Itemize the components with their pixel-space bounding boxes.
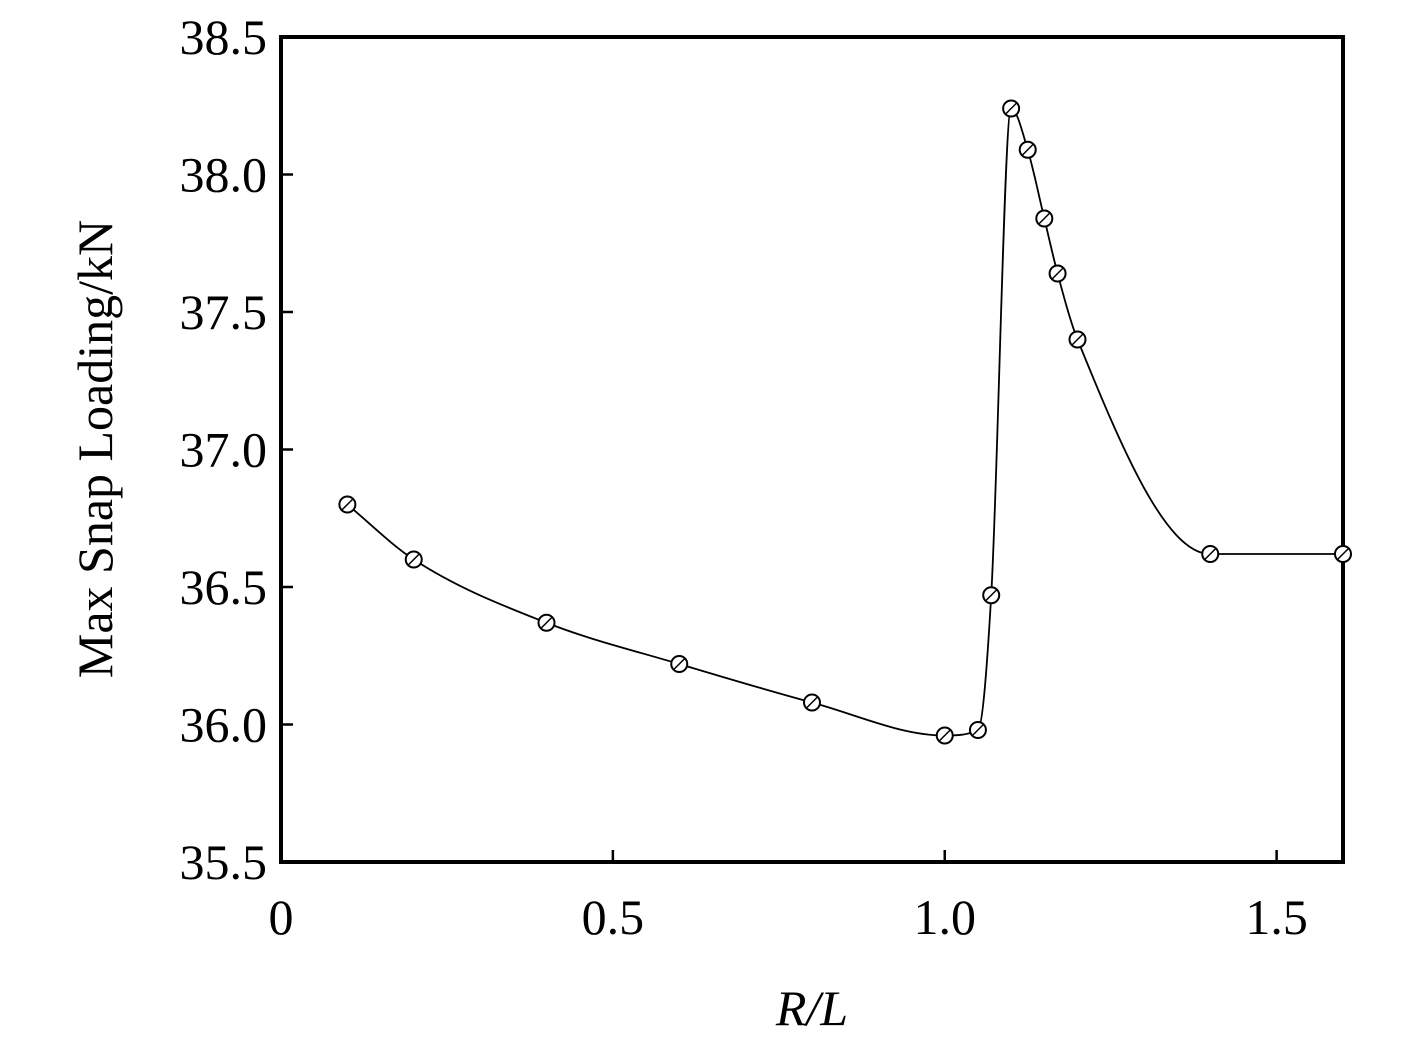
- data-point-slash: [805, 695, 819, 710]
- x-axis-label: R/L: [775, 980, 848, 1036]
- data-point-slash: [340, 497, 354, 512]
- data-point-slash: [1037, 211, 1051, 226]
- series-line: [346, 107, 1343, 737]
- y-tick-label: 36.0: [180, 697, 268, 753]
- data-point-slash: [539, 616, 554, 630]
- data-point-slash: [1004, 101, 1018, 116]
- x-tick-label: 1.0: [914, 889, 977, 945]
- y-tick-label: 35.5: [180, 834, 268, 890]
- x-tick-label: 0.5: [582, 889, 645, 945]
- data-point-slash: [672, 657, 686, 671]
- data-point-slash: [1336, 547, 1350, 561]
- data-point-slash: [1051, 266, 1065, 281]
- x-tick-label: 1.5: [1245, 889, 1308, 945]
- data-point-slash: [1070, 332, 1085, 347]
- series-layer: [338, 99, 1352, 745]
- y-tick-label: 36.5: [180, 559, 268, 615]
- data-point-slash: [971, 723, 985, 737]
- data-point-slash: [938, 728, 952, 743]
- data-point-slash: [1203, 547, 1217, 561]
- data-point-slash: [1021, 143, 1035, 157]
- y-tick-label: 37.0: [180, 422, 268, 478]
- y-axis-label: Max Snap Loading/kN: [67, 220, 123, 678]
- y-axis-ticks: 35.5 36.0 36.5 37.0 37.5 38.0 38.5: [180, 9, 293, 890]
- data-point-slash: [407, 552, 421, 567]
- x-tick-label: 0: [269, 889, 294, 945]
- data-point-slash: [984, 588, 998, 602]
- y-tick-label: 37.5: [180, 284, 268, 340]
- plot-frame: [279, 35, 1345, 864]
- y-tick-label: 38.5: [180, 9, 268, 65]
- x-axis-ticks: 0 0.5 1.0 1.5: [269, 850, 1308, 945]
- y-tick-label: 38.0: [180, 147, 268, 203]
